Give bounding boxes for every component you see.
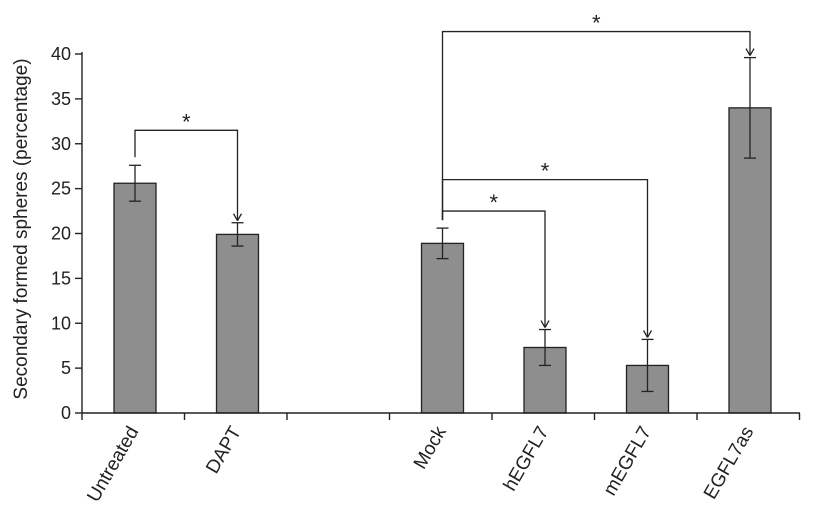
bracket-arrow <box>745 48 751 56</box>
bracket-arrow <box>236 213 243 222</box>
x-axis: Untreated DAPT Mock hEGFL7 mEGFL7 EGFL7as <box>81 412 801 506</box>
y-axis: 0 5 10 15 20 25 30 35 40 <box>51 44 83 423</box>
significance-star: * <box>592 11 601 36</box>
y-tick-label: 40 <box>51 44 71 64</box>
bracket-arrow <box>232 213 239 222</box>
bar <box>113 182 157 414</box>
x-tick-label: mEGFL7 <box>600 423 656 499</box>
significance-brackets: * * * * <box>134 11 755 338</box>
significance-star: * <box>182 109 191 134</box>
y-tick-label: 10 <box>51 313 71 333</box>
significance-bracket <box>134 129 239 221</box>
error-bars <box>129 56 756 393</box>
bracket-arrow <box>646 330 653 338</box>
y-tick-label: 5 <box>61 358 71 378</box>
x-tick-label: EGFL7as <box>700 423 758 503</box>
bracket-arrow <box>544 320 550 328</box>
y-tick-label: 15 <box>51 268 71 288</box>
significance-star: * <box>489 190 498 215</box>
y-tick-label: 0 <box>61 403 71 423</box>
y-tick-label: 35 <box>51 89 71 109</box>
x-tick-label: Mock <box>410 423 451 473</box>
x-tick-label: Untreated <box>83 423 143 506</box>
y-tick-label: 30 <box>51 134 71 154</box>
bar <box>420 242 465 414</box>
significance-star: * <box>541 159 550 184</box>
bracket-arrow <box>749 48 755 56</box>
y-axis-title: Secondary formed spheres (percentage) <box>11 58 32 399</box>
significance-bracket <box>441 30 751 221</box>
x-tick-label: DAPT <box>202 423 246 478</box>
bar <box>215 233 260 414</box>
y-tick-label: 20 <box>51 224 71 244</box>
x-tick-label: hEGFL7 <box>500 423 554 495</box>
bracket-arrow <box>642 330 649 338</box>
bracket-arrow <box>540 320 546 328</box>
y-tick-label: 25 <box>51 179 71 199</box>
